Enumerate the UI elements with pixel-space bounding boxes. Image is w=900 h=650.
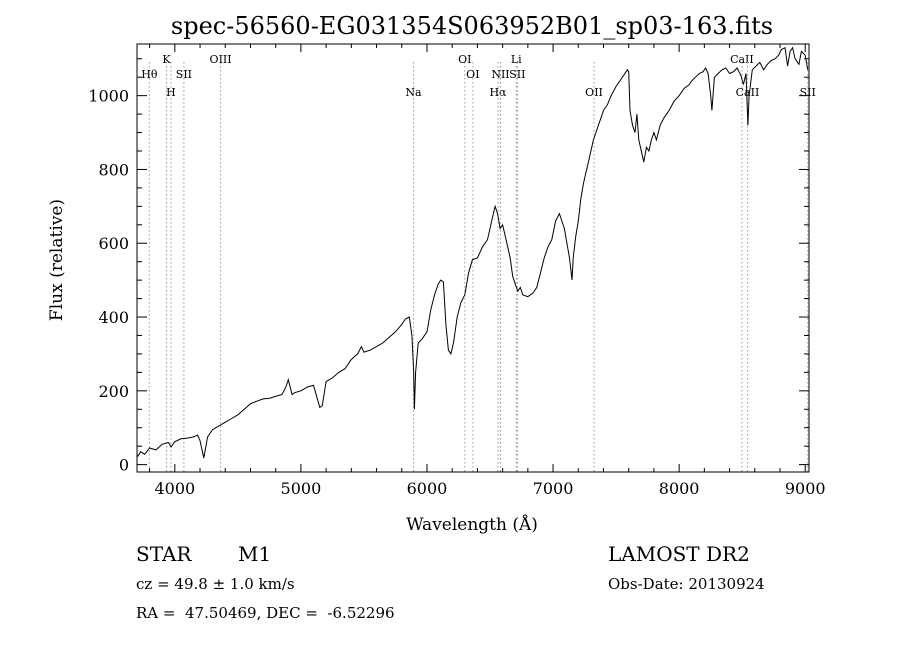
object-class: STAR [136, 542, 192, 566]
marker-label-14: CaII [730, 53, 754, 66]
y-tick-label-0: 0 [119, 456, 129, 475]
marker-label-4: OIII [210, 53, 232, 66]
observation-date: Obs-Date: 20130924 [608, 575, 765, 593]
x-tick-label-0: 4000 [154, 479, 195, 498]
x-tick-label-3: 7000 [533, 479, 574, 498]
marker-label-6: OI [458, 53, 471, 66]
object-subclass: M1 [238, 542, 272, 566]
marker-label-10: Li [511, 53, 522, 66]
marker-label-2: H [166, 86, 176, 99]
spectrum-line-0 [136, 46, 809, 459]
y-tick-label-1: 200 [98, 382, 129, 401]
marker-label-13: SII [800, 86, 816, 99]
redshift-velocity: cz = 49.8 ± 1.0 km/s [136, 575, 295, 593]
marker-label-15: CaII [736, 86, 760, 99]
x-tick-label-4: 8000 [659, 479, 700, 498]
marker-label-0: Hθ [141, 68, 158, 81]
x-tick-label-2: 6000 [407, 479, 448, 498]
x-axis: 4000 5000 6000 7000 8000 9000 [149, 44, 826, 498]
y-axis-label: Flux (relative) [47, 199, 67, 321]
chart-title: spec-56560-EG031354S063952B01_sp03-163.f… [171, 12, 773, 40]
x-tick-label-5: 9000 [785, 479, 826, 498]
marker-label-3: SII [176, 68, 192, 81]
marker-label-11: SII [509, 68, 525, 81]
x-tick-label-1: 5000 [281, 479, 322, 498]
survey-name: LAMOST DR2 [608, 542, 750, 566]
marker-label-5: Na [405, 86, 422, 99]
marker-label-9: NII [491, 68, 509, 81]
y-tick-label-3: 600 [98, 234, 129, 253]
plot-frame [136, 43, 810, 473]
y-axis: 0 200 400 600 800 1000 [88, 58, 809, 475]
marker-label-1: K [162, 53, 171, 66]
marker-label-12: OII [585, 86, 603, 99]
spectrum-series [136, 46, 809, 459]
marker-label-7: OI [466, 68, 479, 81]
y-tick-label-5: 1000 [88, 87, 129, 106]
y-tick-label-4: 800 [98, 160, 129, 179]
coordinates: RA = 47.50469, DEC = -6.52296 [136, 604, 395, 622]
y-tick-label-2: 400 [98, 308, 129, 327]
x-axis-label: Wavelength (Å) [406, 514, 538, 535]
marker-label-8: Hα [489, 86, 507, 99]
